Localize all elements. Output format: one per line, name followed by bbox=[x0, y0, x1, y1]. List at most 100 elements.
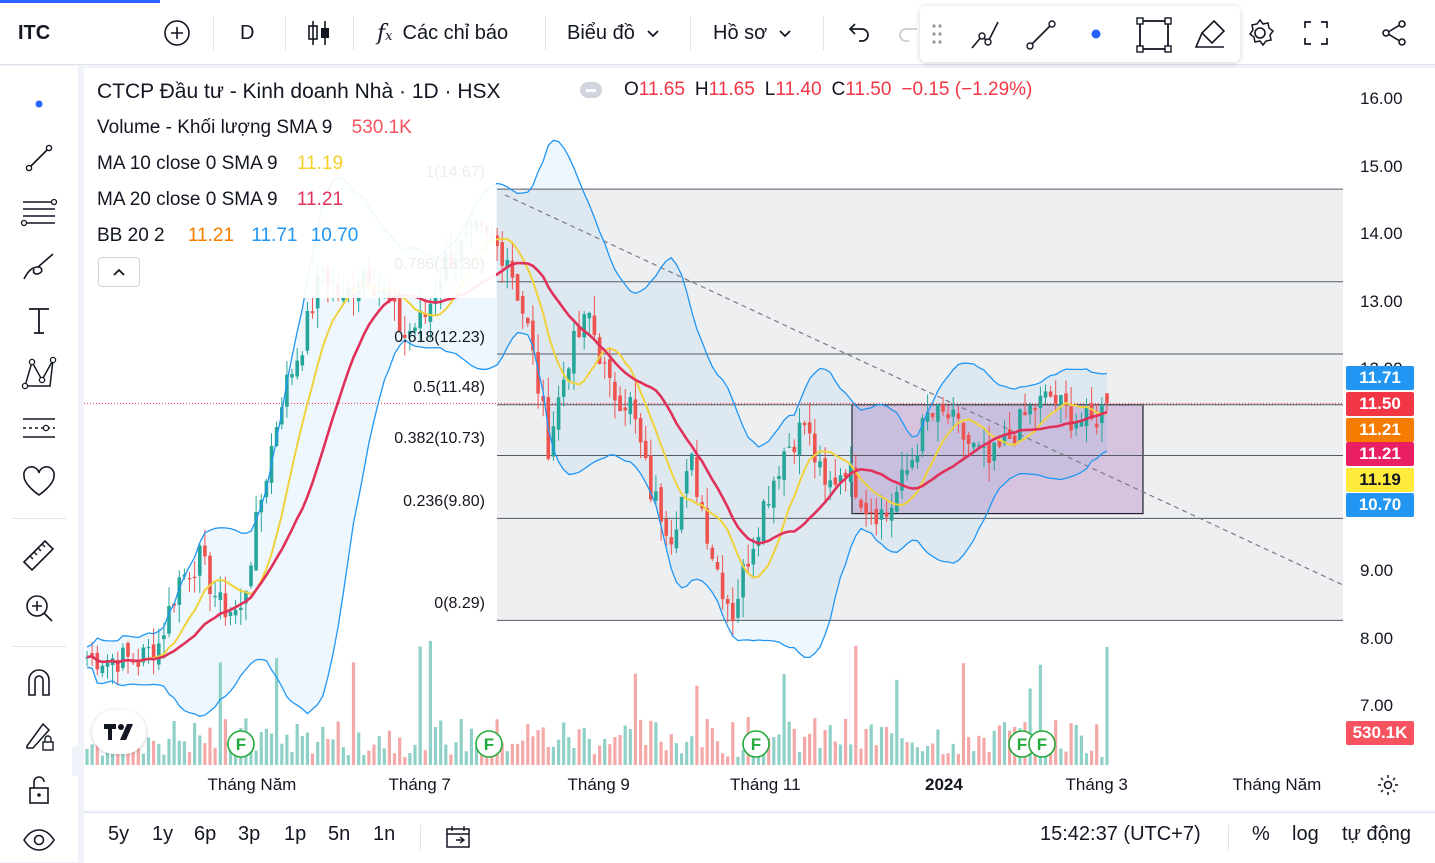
candle-body bbox=[633, 399, 638, 420]
axis-settings-icon[interactable] bbox=[1376, 773, 1400, 797]
redo-icon[interactable] bbox=[895, 14, 925, 52]
earnings-marker: F bbox=[475, 730, 503, 758]
candle-body bbox=[90, 653, 94, 656]
ma20-legend[interactable]: MA 20 close 0 SMA 9 11.21 bbox=[97, 189, 343, 211]
legend-title[interactable]: CTCP Đầu tư - Kinh doanh Nhà · 1D · HSX bbox=[97, 80, 501, 103]
brush-tool-icon[interactable] bbox=[14, 246, 64, 286]
collapse-legend-button[interactable] bbox=[98, 257, 140, 287]
volume-bar bbox=[695, 685, 699, 765]
fullscreen-icon[interactable] bbox=[1300, 14, 1332, 52]
ruler-icon[interactable] bbox=[14, 534, 64, 574]
collapse-toolbar-handle[interactable] bbox=[72, 746, 80, 776]
candle-body bbox=[208, 555, 212, 594]
symbol-search[interactable]: ITC bbox=[18, 21, 51, 44]
volume-bar bbox=[218, 662, 222, 765]
candle-body bbox=[920, 418, 925, 452]
range-button-3p[interactable]: 3p bbox=[238, 823, 261, 845]
volume-bar bbox=[259, 732, 263, 765]
candle-body bbox=[941, 404, 945, 412]
tradingview-logo[interactable] bbox=[92, 710, 146, 754]
ma10-legend[interactable]: MA 10 close 0 SMA 9 11.19 bbox=[97, 153, 343, 175]
volume-bar bbox=[603, 739, 607, 765]
candle-body bbox=[925, 412, 930, 422]
candle-body bbox=[838, 475, 843, 482]
interval-button[interactable]: D bbox=[240, 21, 255, 44]
settings-gear-icon[interactable] bbox=[1243, 14, 1277, 52]
lock-drawing-icon[interactable] bbox=[14, 716, 64, 756]
ma20-label: MA 20 close 0 SMA 9 bbox=[97, 189, 278, 210]
volume-bar bbox=[885, 727, 889, 765]
candle-body bbox=[223, 593, 228, 618]
high-value: 11.65 bbox=[708, 79, 755, 100]
volume-bar bbox=[392, 753, 397, 765]
brush-icon[interactable] bbox=[1192, 15, 1232, 55]
range-button-1p[interactable]: 1p bbox=[284, 823, 307, 845]
clock-timezone[interactable]: 15:42:37 (UTC+7) bbox=[1040, 823, 1201, 845]
candle-body bbox=[561, 379, 566, 397]
trend-line-icon[interactable] bbox=[1022, 16, 1060, 54]
candles-icon[interactable] bbox=[305, 14, 333, 52]
share-icon[interactable] bbox=[1378, 14, 1410, 52]
percent-toggle[interactable]: % bbox=[1252, 823, 1270, 845]
color-dot-icon[interactable] bbox=[1086, 24, 1106, 44]
legend-toggle-pill[interactable] bbox=[580, 82, 602, 98]
candle-body bbox=[895, 491, 899, 512]
trend-line-tool-icon[interactable] bbox=[14, 138, 64, 178]
volume-bar bbox=[1028, 688, 1032, 765]
indicators-button[interactable]: fx Các chỉ báo bbox=[377, 14, 508, 52]
range-button-1n[interactable]: 1n bbox=[373, 823, 396, 845]
eye-icon[interactable] bbox=[14, 820, 64, 860]
magnet-icon[interactable] bbox=[14, 662, 64, 702]
candle-body bbox=[915, 455, 920, 463]
cursor-dot-icon[interactable] bbox=[14, 84, 64, 124]
volume-bar bbox=[285, 734, 289, 765]
candle-body bbox=[705, 508, 709, 544]
chart-type-dropdown[interactable]: Biểu đồ bbox=[567, 14, 665, 52]
auto-scale-toggle[interactable]: tự động bbox=[1342, 823, 1411, 845]
range-button-5n[interactable]: 5n bbox=[328, 823, 351, 845]
candle-body bbox=[177, 577, 182, 605]
volume-bar bbox=[736, 756, 740, 765]
pattern-tool-icon[interactable] bbox=[14, 354, 64, 394]
prediction-tool-icon[interactable] bbox=[14, 408, 64, 448]
earnings-marker: F bbox=[227, 730, 255, 758]
volume-legend[interactable]: Volume - Khối lượng SMA 9 530.1K bbox=[97, 117, 412, 139]
date-range-calendar-icon[interactable] bbox=[444, 823, 472, 851]
volume-value: 530.1K bbox=[351, 117, 412, 138]
candle-body bbox=[126, 642, 130, 657]
candle-body bbox=[157, 643, 161, 665]
profile-dropdown[interactable]: Hồ sơ bbox=[713, 14, 797, 52]
volume-bar bbox=[844, 719, 848, 765]
volume-bar bbox=[587, 738, 591, 765]
candle-body bbox=[541, 396, 545, 402]
function-icon: fx bbox=[377, 20, 393, 46]
close-label: C bbox=[831, 79, 846, 100]
volume-bar bbox=[818, 747, 822, 765]
drag-handle-icon[interactable] bbox=[930, 22, 944, 46]
fib-retracement-tool-icon[interactable] bbox=[14, 192, 64, 232]
rectangle-tool-icon[interactable] bbox=[1134, 15, 1174, 55]
zoom-in-icon[interactable] bbox=[14, 588, 64, 628]
path-tool-icon[interactable] bbox=[966, 16, 1004, 54]
volume-bar bbox=[321, 726, 325, 765]
log-toggle[interactable]: log bbox=[1292, 823, 1319, 845]
range-button-1y[interactable]: 1y bbox=[152, 823, 174, 845]
candle-body bbox=[628, 397, 633, 415]
volume-bar bbox=[946, 753, 950, 765]
candle-body bbox=[900, 469, 904, 491]
compare-add-icon[interactable] bbox=[160, 14, 194, 52]
text-tool-icon[interactable] bbox=[14, 300, 64, 340]
candle-body bbox=[1002, 433, 1007, 444]
heart-icon[interactable] bbox=[14, 462, 64, 502]
volume-bar bbox=[162, 754, 166, 765]
bb-legend[interactable]: BB 20 2 11.21 11.71 10.70 bbox=[97, 225, 358, 247]
unlock-icon[interactable] bbox=[14, 770, 64, 810]
range-button-6p[interactable]: 6p bbox=[194, 823, 217, 845]
volume-bar bbox=[157, 743, 161, 765]
range-button-5y[interactable]: 5y bbox=[108, 823, 130, 845]
undo-icon[interactable] bbox=[843, 14, 873, 52]
candle-body bbox=[531, 320, 535, 351]
volume-bar bbox=[521, 740, 525, 765]
volume-bar bbox=[997, 725, 1001, 765]
